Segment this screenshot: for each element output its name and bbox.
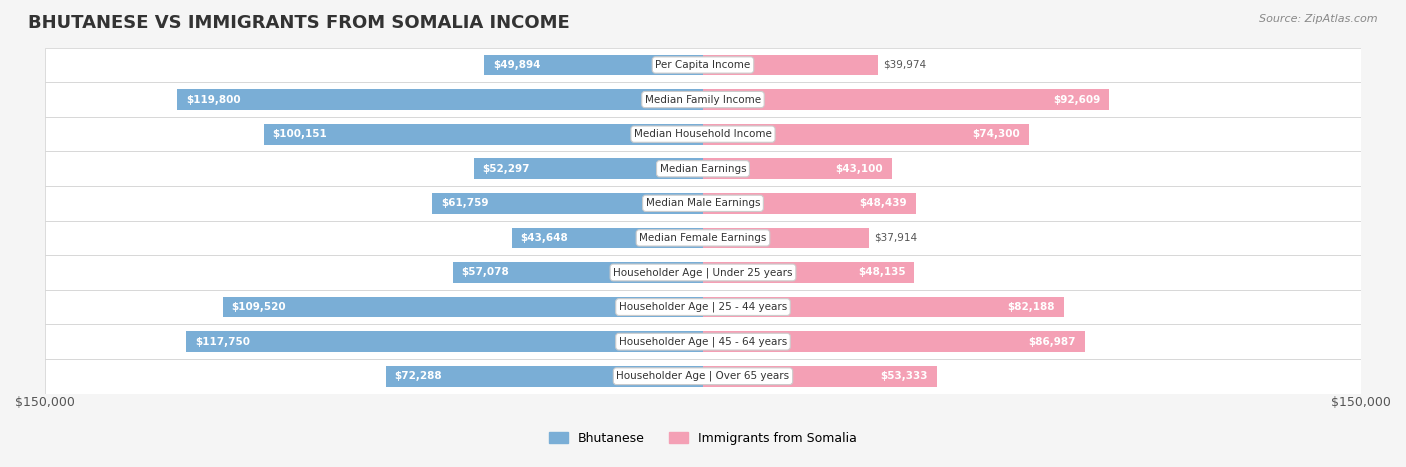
Text: Householder Age | Over 65 years: Householder Age | Over 65 years — [616, 371, 790, 382]
Text: $53,333: $53,333 — [880, 371, 928, 381]
Bar — [703, 331, 1084, 352]
Text: Householder Age | 45 - 64 years: Householder Age | 45 - 64 years — [619, 336, 787, 347]
Text: $37,914: $37,914 — [873, 233, 917, 243]
Text: BHUTANESE VS IMMIGRANTS FROM SOMALIA INCOME: BHUTANESE VS IMMIGRANTS FROM SOMALIA INC… — [28, 14, 569, 32]
FancyBboxPatch shape — [45, 325, 1361, 359]
Text: Per Capita Income: Per Capita Income — [655, 60, 751, 70]
Text: Householder Age | Under 25 years: Householder Age | Under 25 years — [613, 267, 793, 278]
Bar — [453, 262, 703, 283]
Bar — [703, 158, 891, 179]
Text: $57,078: $57,078 — [461, 268, 509, 277]
FancyBboxPatch shape — [45, 255, 1361, 290]
Text: $43,100: $43,100 — [835, 164, 883, 174]
Text: Median Earnings: Median Earnings — [659, 164, 747, 174]
Bar — [432, 193, 703, 214]
Bar — [474, 158, 703, 179]
Text: $52,297: $52,297 — [482, 164, 530, 174]
Bar — [703, 227, 869, 248]
Text: $117,750: $117,750 — [195, 337, 250, 347]
Bar — [703, 89, 1109, 110]
Text: $92,609: $92,609 — [1053, 94, 1101, 105]
Bar — [385, 366, 703, 387]
FancyBboxPatch shape — [45, 359, 1361, 394]
Text: Median Family Income: Median Family Income — [645, 94, 761, 105]
Bar — [703, 297, 1063, 318]
Text: $48,135: $48,135 — [858, 268, 905, 277]
Text: $109,520: $109,520 — [232, 302, 285, 312]
Text: $100,151: $100,151 — [273, 129, 328, 139]
Text: $74,300: $74,300 — [973, 129, 1021, 139]
FancyBboxPatch shape — [45, 117, 1361, 151]
Bar — [187, 331, 703, 352]
FancyBboxPatch shape — [45, 186, 1361, 220]
Text: Median Male Earnings: Median Male Earnings — [645, 198, 761, 208]
Legend: Bhutanese, Immigrants from Somalia: Bhutanese, Immigrants from Somalia — [544, 426, 862, 450]
Text: Median Household Income: Median Household Income — [634, 129, 772, 139]
Text: $49,894: $49,894 — [494, 60, 540, 70]
Bar — [222, 297, 703, 318]
FancyBboxPatch shape — [45, 151, 1361, 186]
Bar — [484, 55, 703, 75]
FancyBboxPatch shape — [45, 82, 1361, 117]
Bar — [703, 55, 879, 75]
Text: $43,648: $43,648 — [520, 233, 568, 243]
Text: $119,800: $119,800 — [186, 94, 240, 105]
Text: $48,439: $48,439 — [859, 198, 907, 208]
Bar — [177, 89, 703, 110]
Bar — [512, 227, 703, 248]
Text: $39,974: $39,974 — [883, 60, 927, 70]
Bar — [703, 262, 914, 283]
Bar — [264, 124, 703, 144]
Text: $61,759: $61,759 — [441, 198, 488, 208]
Text: $72,288: $72,288 — [395, 371, 443, 381]
Text: $82,188: $82,188 — [1007, 302, 1054, 312]
FancyBboxPatch shape — [45, 220, 1361, 255]
Text: Median Female Earnings: Median Female Earnings — [640, 233, 766, 243]
Bar — [703, 366, 936, 387]
Text: Source: ZipAtlas.com: Source: ZipAtlas.com — [1260, 14, 1378, 24]
Bar — [703, 193, 915, 214]
Text: Householder Age | 25 - 44 years: Householder Age | 25 - 44 years — [619, 302, 787, 312]
Text: $86,987: $86,987 — [1028, 337, 1076, 347]
Bar — [703, 124, 1029, 144]
FancyBboxPatch shape — [45, 48, 1361, 82]
FancyBboxPatch shape — [45, 290, 1361, 325]
